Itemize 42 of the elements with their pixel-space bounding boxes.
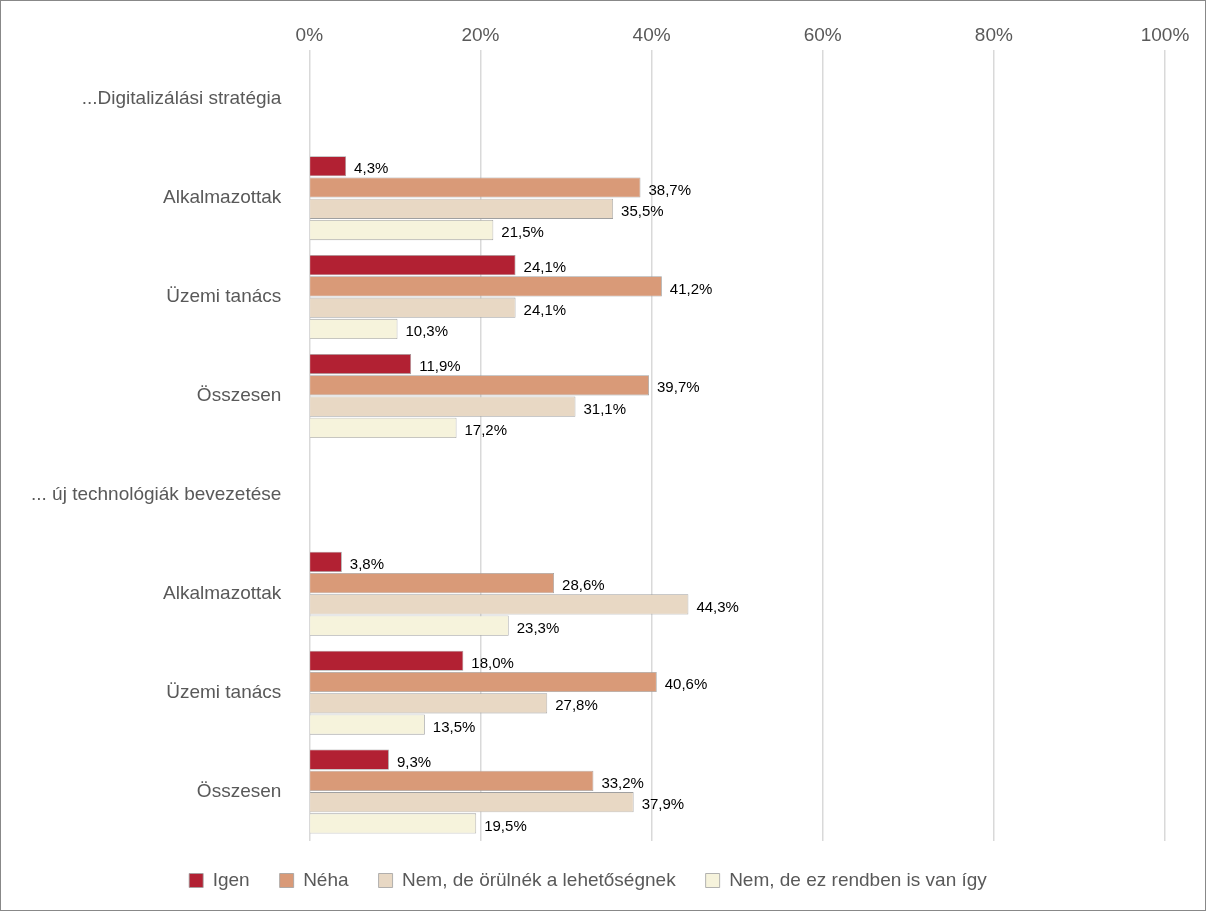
- data-label: 10,3%: [405, 322, 449, 340]
- data-label: 21,5%: [501, 223, 544, 241]
- data-label: 31,1%: [583, 399, 626, 417]
- data-label: 38,7%: [648, 180, 692, 198]
- data-label: 41,2%: [669, 279, 713, 297]
- data-label: 13,5%: [432, 717, 476, 735]
- x-tick-label: 0%: [295, 23, 324, 45]
- data-label: 40,6%: [664, 675, 708, 693]
- data-label: 35,5%: [621, 201, 664, 219]
- data-label: 19,5%: [484, 816, 527, 834]
- data-label: 27,8%: [555, 696, 598, 714]
- y-tick-label: ... új technológiák bevezetése: [30, 483, 282, 505]
- x-tick-label: 40%: [632, 23, 671, 45]
- data-label: 9,3%: [396, 752, 432, 770]
- legend-label: Néha: [303, 868, 349, 890]
- data-label: 11,9%: [419, 357, 461, 375]
- y-tick-label: Alkalmazottak: [163, 186, 282, 208]
- y-tick-label: Összesen: [196, 779, 282, 801]
- data-label: 18,0%: [471, 653, 514, 671]
- data-label: 24,1%: [523, 300, 567, 318]
- data-label: 28,6%: [562, 576, 605, 594]
- legend-label: Igen: [212, 868, 250, 890]
- data-label: 44,3%: [696, 597, 739, 615]
- data-label: 4,3%: [354, 159, 389, 177]
- y-tick-label: Üzemi tanács: [166, 285, 282, 307]
- x-tick-label: 20%: [461, 23, 500, 45]
- y-tick-label: Összesen: [196, 384, 282, 406]
- data-label: 24,1%: [523, 258, 567, 276]
- legend-label: Nem, de ez rendben is van így: [729, 868, 988, 890]
- data-label: 33,2%: [601, 774, 644, 792]
- data-label: 37,9%: [641, 795, 685, 813]
- data-label: 39,7%: [657, 378, 700, 396]
- data-label: 23,3%: [516, 618, 560, 636]
- data-label: 17,2%: [464, 420, 508, 438]
- y-tick-label: Üzemi tanács: [166, 680, 282, 702]
- y-tick-label: Alkalmazottak: [163, 581, 282, 603]
- data-label: 3,8%: [349, 555, 385, 572]
- x-tick-label: 100%: [1140, 23, 1190, 45]
- x-tick-label: 80%: [974, 23, 1013, 45]
- y-tick-label: ...Digitalizálási stratégia: [81, 87, 282, 109]
- x-tick-label: 60%: [803, 23, 842, 45]
- legend-label: Nem, de örülnék a lehetőségnek: [402, 868, 677, 890]
